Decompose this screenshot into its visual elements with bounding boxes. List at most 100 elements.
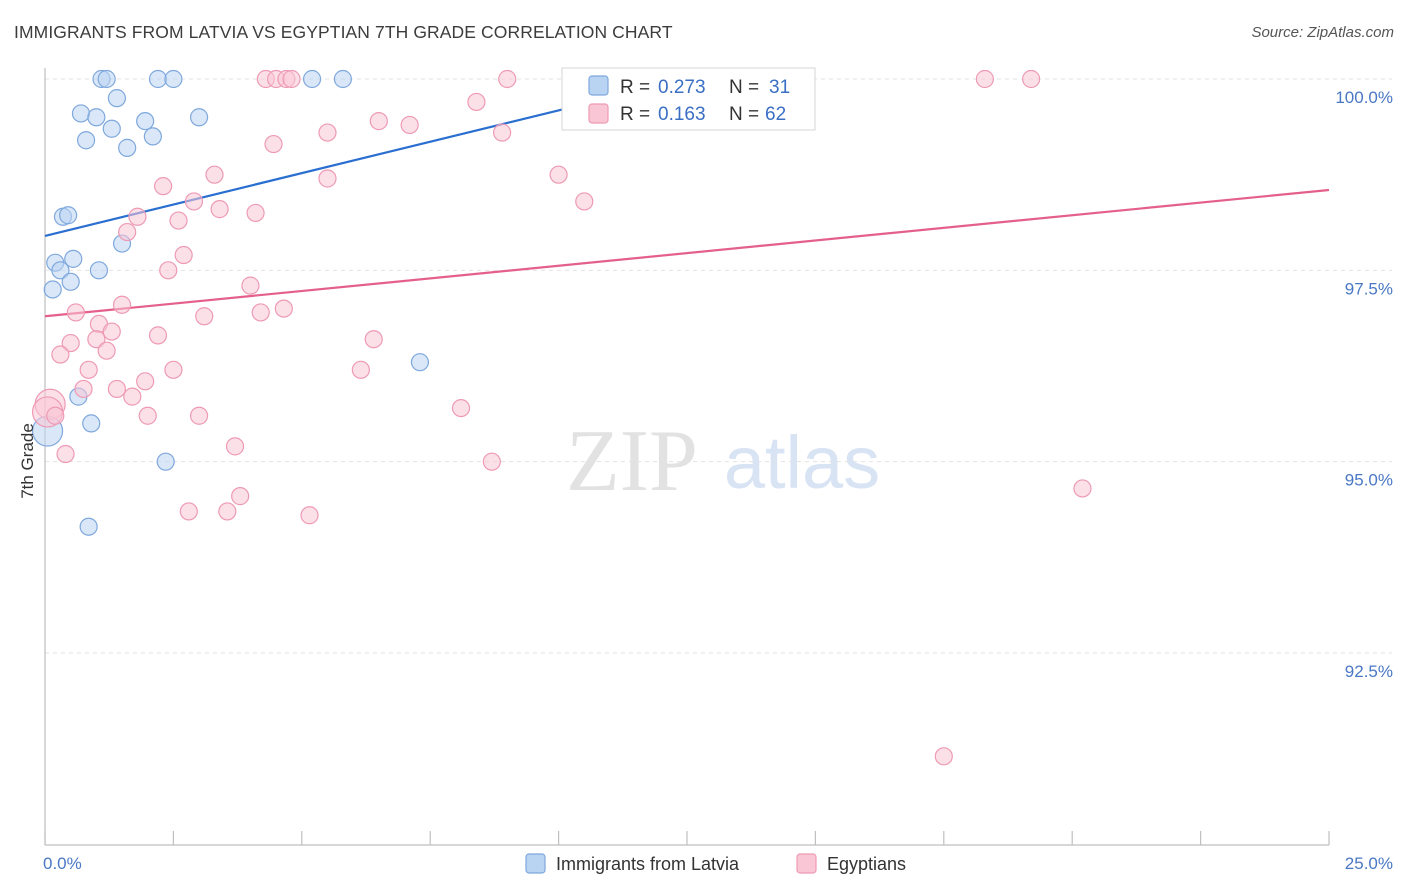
latvia-point — [43, 280, 62, 299]
egyptians-point — [549, 165, 568, 184]
x-tick-labels: 0.0% 25.0% — [43, 854, 1393, 873]
egyptians-point — [264, 134, 283, 154]
egyptians-point — [231, 487, 250, 506]
latvia-point — [59, 206, 78, 225]
latvia-point — [164, 69, 183, 89]
latvia-point — [97, 69, 116, 89]
gridlines — [45, 78, 1392, 654]
egyptians-point — [225, 437, 245, 456]
egyptians-point — [107, 379, 127, 399]
latvia-point — [89, 261, 109, 280]
egyptians-point — [123, 387, 142, 406]
series-legend-label-egyptians: Egyptians — [827, 854, 906, 874]
legend-r-value-egyptians: 0.163 — [658, 104, 706, 125]
egyptians-point — [118, 222, 137, 242]
y-tick-label: 97.5% — [1345, 279, 1393, 298]
y-axis-title: 7th Grade — [18, 423, 37, 499]
series-legend-swatch-egyptians — [796, 853, 817, 874]
latvia-point — [107, 89, 127, 108]
y-tick-label: 92.5% — [1345, 662, 1393, 681]
latvia-point — [79, 517, 98, 536]
latvia-point — [102, 119, 121, 138]
egyptians-point — [128, 207, 147, 226]
y-tick-labels: 100.0% 97.5% 95.0% 92.5% — [1335, 88, 1393, 681]
latvia-point — [76, 131, 96, 150]
egyptians-point — [195, 307, 214, 326]
egyptians-point — [159, 261, 178, 280]
latvia-point — [148, 69, 168, 89]
egyptians-point — [1022, 69, 1041, 89]
series-legend: Immigrants from Latvia Egyptians — [525, 853, 906, 874]
egyptians-point — [169, 211, 188, 230]
egyptians-point — [493, 123, 512, 142]
egyptians-point — [282, 69, 301, 89]
egyptians-point — [364, 330, 383, 349]
egyptians-point — [210, 200, 229, 219]
latvia-point — [61, 272, 80, 291]
latvia-point — [64, 249, 83, 268]
egyptians-point — [138, 406, 157, 425]
y-tick-label: 100.0% — [1335, 88, 1393, 107]
latvia-point — [333, 69, 352, 89]
egyptians-point — [164, 360, 183, 379]
series-legend-swatch-latvia — [525, 853, 546, 874]
latvia-point — [156, 452, 175, 471]
egyptians-point — [218, 502, 237, 521]
egyptians-point — [184, 192, 204, 211]
egyptians-point — [451, 398, 471, 418]
egyptians-point — [351, 360, 370, 379]
egyptians-point — [400, 115, 419, 135]
series-legend-label-latvia: Immigrants from Latvia — [556, 854, 740, 874]
egyptians-point — [74, 379, 93, 399]
latvia-point — [87, 108, 106, 127]
legend-swatch-latvia — [588, 75, 609, 96]
legend-n-value-latvia: 31 — [769, 77, 790, 98]
egyptians-point — [87, 330, 106, 349]
egyptians-point — [61, 333, 80, 353]
data-points — [31, 69, 1092, 766]
x-tick-label: 25.0% — [1345, 854, 1393, 873]
egyptians-trend-line — [44, 188, 1330, 318]
egyptians-point — [148, 326, 168, 345]
egyptians-point — [975, 69, 994, 89]
latvia-point — [71, 104, 91, 123]
egyptians-point — [154, 177, 173, 196]
egyptians-point — [934, 747, 953, 766]
egyptians-point — [1073, 479, 1092, 498]
latvia-point — [302, 69, 322, 89]
egyptians-point — [246, 203, 265, 223]
egyptians-point — [274, 299, 293, 318]
egyptians-point — [102, 322, 121, 341]
egyptians-point — [369, 111, 388, 131]
x-tick-label: 0.0% — [43, 854, 82, 873]
egyptians-point — [498, 69, 517, 89]
stats-legend: R = 0.273 N = 31 R = 0.163 N = 62 — [561, 67, 816, 131]
axes — [44, 68, 1330, 846]
legend-r-label-egyptians: R = — [620, 104, 650, 125]
egyptians-point — [51, 345, 70, 364]
chart-title: IMMIGRANTS FROM LATVIA VS EGYPTIAN 7TH G… — [14, 22, 673, 42]
egyptians-point — [467, 92, 486, 112]
egyptians-point — [251, 303, 270, 322]
legend-swatch-egyptians — [588, 103, 609, 124]
y-tick-label: 95.0% — [1345, 471, 1393, 490]
egyptians-point — [482, 452, 501, 471]
egyptians-point — [46, 406, 65, 425]
latvia-point — [189, 108, 209, 127]
legend-n-label-egyptians: N = — [729, 104, 759, 125]
egyptians-point — [318, 169, 337, 188]
egyptians-point — [97, 341, 116, 360]
egyptians-point — [318, 123, 337, 142]
egyptians-point — [174, 245, 193, 265]
egyptians-point — [179, 502, 198, 521]
egyptians-point — [241, 276, 260, 295]
egyptians-point — [56, 444, 75, 464]
egyptians-point — [79, 360, 98, 379]
egyptians-point — [575, 192, 594, 211]
chart-source: Source: ZipAtlas.com — [1251, 24, 1394, 41]
egyptians-point — [189, 406, 209, 425]
latvia-point — [82, 414, 101, 433]
egyptians-point — [205, 165, 224, 184]
watermark-atlas: atlas — [724, 421, 880, 504]
